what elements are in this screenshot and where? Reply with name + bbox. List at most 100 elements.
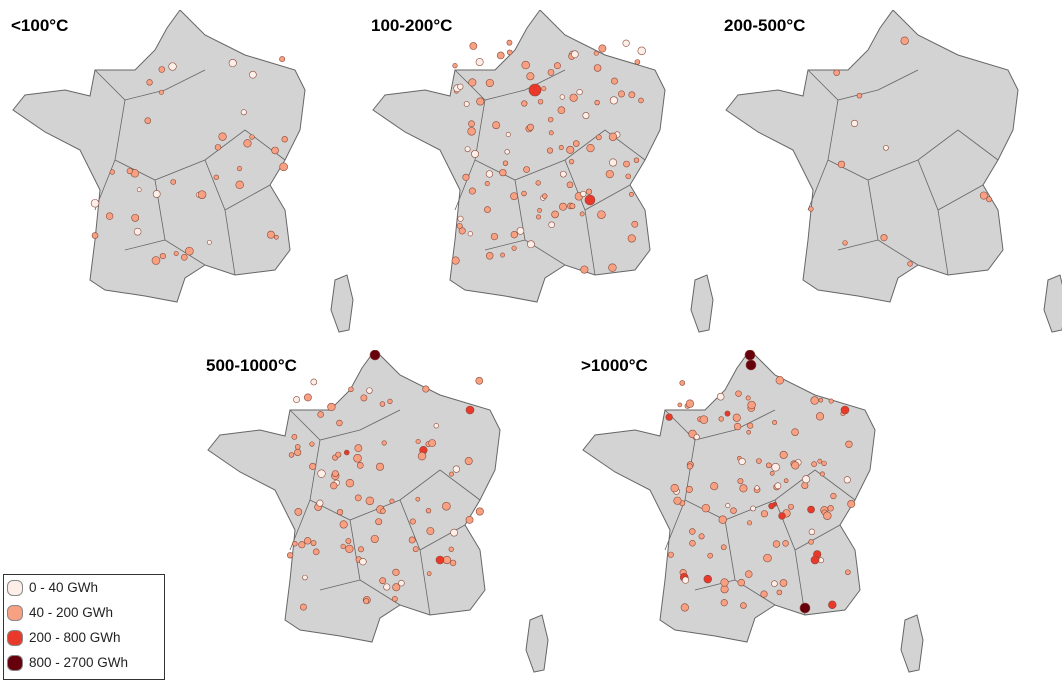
facility-dot: [986, 196, 993, 203]
facility-dot: [833, 69, 840, 76]
facility-dot: [465, 515, 474, 524]
legend-swatch: [7, 604, 23, 621]
facility-dot: [354, 494, 362, 502]
facility-dot: [510, 230, 518, 239]
facility-dot: [506, 49, 513, 56]
facility-dot: [376, 462, 385, 471]
facility-dot: [458, 227, 466, 235]
france-map: [582, 350, 924, 673]
facility-dot: [735, 390, 742, 397]
facility-dot: [433, 423, 439, 429]
facility-dot: [409, 518, 416, 525]
facility-dot: [745, 395, 751, 401]
facility-dot: [815, 412, 825, 421]
facility-dot: [304, 537, 312, 545]
france-map: [207, 350, 549, 673]
facility-dot: [730, 507, 737, 514]
facility-dot: [760, 510, 768, 518]
facility-dot: [811, 461, 817, 468]
legend-swatch: [7, 654, 23, 671]
facility-dot: [330, 482, 338, 490]
facility-dot: [392, 568, 400, 576]
legend-label: 200 - 800 GWh: [29, 630, 121, 645]
facility-dot: [637, 46, 646, 56]
facility-dot: [685, 399, 695, 408]
facility-dot: [133, 227, 142, 236]
facility-dot: [249, 134, 255, 140]
facility-dot: [310, 540, 317, 546]
legend-label: 40 - 200 GWh: [29, 605, 114, 620]
facility-dot: [228, 58, 237, 68]
facility-dot: [779, 579, 788, 587]
facility-dot: [739, 484, 748, 493]
facility-dot: [725, 503, 731, 509]
facility-dot: [737, 478, 744, 485]
facility-dot: [718, 416, 724, 422]
facility-dot: [718, 515, 727, 524]
facility-dot: [608, 132, 618, 141]
legend-label: 800 - 2700 GWh: [29, 655, 129, 670]
facility-dot: [693, 434, 700, 441]
facility-dot: [136, 187, 142, 193]
facility-dot: [595, 134, 602, 141]
legend-item: 0 - 40 GWh: [4, 575, 164, 600]
facility-dot: [559, 94, 565, 100]
facility-dot: [845, 440, 853, 448]
facility-dot: [426, 527, 435, 535]
facility-dot: [689, 528, 696, 535]
facility-dot: [312, 548, 320, 556]
facility-dot: [383, 583, 391, 591]
facility-dot: [598, 44, 607, 53]
facility-dot: [317, 411, 324, 418]
facility-dot: [348, 386, 354, 393]
facility-dot: [412, 546, 419, 553]
facility-dot: [720, 585, 729, 594]
facility-dot: [425, 507, 432, 514]
facility-dot: [363, 598, 370, 605]
facility-dot: [235, 180, 244, 190]
facility-dot: [316, 499, 324, 507]
facility-dot: [327, 402, 336, 412]
facility-dot: [819, 471, 825, 477]
facility-dot: [744, 570, 753, 578]
facility-dot: [733, 422, 742, 431]
facility-dot: [720, 599, 728, 607]
facility-dot: [354, 444, 363, 453]
facility-dot: [608, 263, 617, 272]
facility-dot: [452, 465, 461, 473]
map-title: 100-200°C: [371, 16, 453, 35]
facility-dot: [360, 394, 368, 402]
facility-dot: [484, 180, 490, 187]
facility-dot: [799, 602, 811, 614]
facility-dot: [521, 190, 527, 197]
facility-dot: [457, 83, 464, 90]
facility-dot: [571, 50, 579, 59]
facility-dot: [510, 192, 518, 201]
facility-dot: [504, 149, 510, 155]
facility-dot: [745, 359, 757, 371]
facility-dot: [146, 79, 153, 86]
facility-dot: [584, 194, 596, 206]
facility-dot: [611, 77, 618, 85]
facility-dot: [131, 213, 140, 222]
map-200-500: 200-500°C: [718, 10, 1062, 350]
legend: 0 - 40 GWh 40 - 200 GWh 200 - 800 GWh 80…: [3, 574, 165, 680]
map-100-200: 100-200°C: [365, 10, 725, 350]
facility-dot: [856, 92, 863, 99]
facility-dot: [634, 59, 641, 65]
facility-dot: [573, 140, 580, 147]
facility-dot: [547, 69, 555, 76]
facility-dot: [168, 62, 177, 71]
facility-dot: [462, 173, 470, 181]
facility-dot: [452, 63, 458, 69]
facility-dot: [631, 220, 639, 228]
facility-dot: [279, 162, 288, 172]
facility-dot: [294, 444, 301, 450]
facility-dot: [506, 39, 513, 46]
facility-dot: [173, 250, 179, 256]
legend-item: 800 - 2700 GWh: [4, 650, 164, 675]
map-title: <100°C: [11, 16, 69, 35]
facility-dot: [677, 402, 683, 408]
facility-dot: [294, 448, 302, 457]
facility-dot: [576, 88, 583, 96]
